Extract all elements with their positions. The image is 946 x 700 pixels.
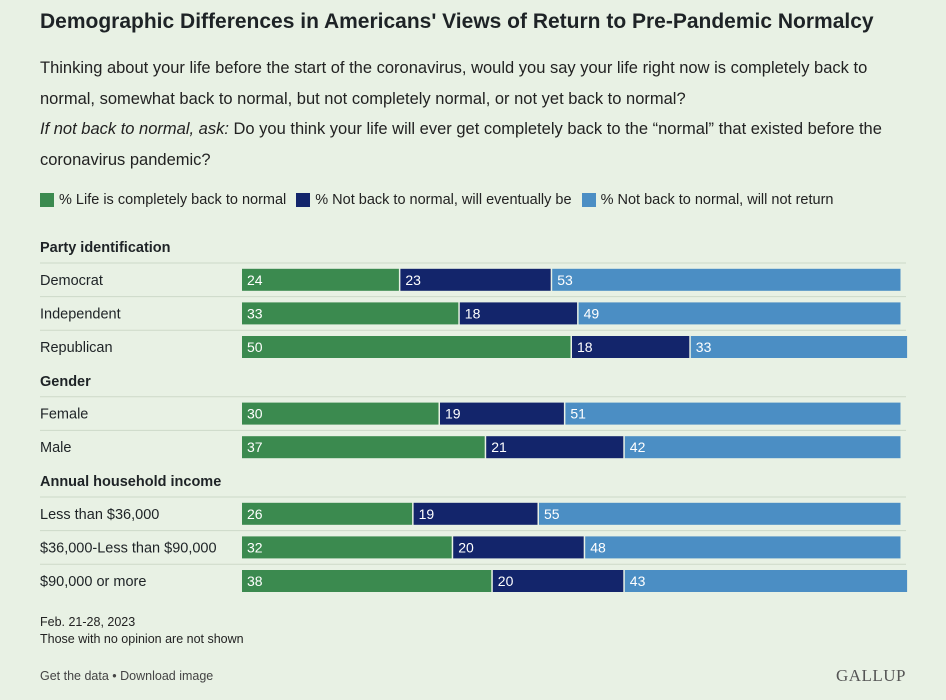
bar-segment bbox=[242, 436, 485, 459]
bar-value-label: 42 bbox=[630, 439, 646, 455]
bar-value-label: 37 bbox=[247, 439, 263, 455]
bar-value-label: 38 bbox=[247, 573, 263, 589]
question-text: Thinking about your life before the star… bbox=[40, 59, 868, 108]
row-label: $90,000 or more bbox=[40, 574, 146, 590]
bar-segment bbox=[453, 536, 584, 559]
legend-swatch-complete bbox=[40, 193, 54, 207]
bar-value-label: 19 bbox=[419, 506, 435, 522]
row-label: Independent bbox=[40, 306, 121, 322]
survey-date: Feb. 21-28, 2023 bbox=[40, 615, 136, 629]
bar-segment bbox=[242, 402, 439, 425]
followup-text: Do you think your life will ever get com… bbox=[40, 120, 882, 169]
row-label: $36,000-Less than $90,000 bbox=[40, 540, 217, 556]
bar-segment bbox=[565, 402, 901, 425]
footer-links: Get the data • Download image bbox=[40, 669, 213, 683]
bar-segment bbox=[486, 436, 624, 459]
stacked-bar-chart: Party identification Democrat 24 23 53 Indepe… bbox=[40, 240, 908, 592]
bar-segment bbox=[440, 402, 564, 425]
bar-segment bbox=[400, 268, 551, 291]
bar-segment bbox=[459, 302, 578, 325]
row-label: Less than $36,000 bbox=[40, 507, 159, 523]
bar-value-label: 48 bbox=[590, 539, 606, 555]
bar-value-label: 20 bbox=[498, 573, 514, 589]
bar-segment bbox=[242, 336, 571, 358]
bar-segment bbox=[242, 536, 452, 559]
bar-segment bbox=[242, 570, 492, 592]
bar-segment bbox=[242, 268, 399, 291]
bar-value-label: 21 bbox=[491, 439, 507, 455]
bar-value-label: 26 bbox=[247, 506, 263, 522]
legend-swatch-not-return bbox=[581, 193, 596, 207]
bar-value-label: 18 bbox=[465, 305, 481, 321]
bar-value-label: 49 bbox=[584, 305, 600, 321]
row-label: Male bbox=[40, 440, 71, 456]
bar-value-label: 30 bbox=[247, 406, 263, 422]
bar-value-label: 23 bbox=[405, 272, 421, 288]
bar-value-label: 43 bbox=[630, 573, 646, 589]
bar-value-label: 32 bbox=[247, 539, 263, 555]
bar-value-label: 50 bbox=[247, 339, 263, 355]
bar-segment bbox=[552, 268, 901, 291]
get-data-link[interactable]: Get the data bbox=[40, 669, 109, 683]
legend-item-eventually: % Not back to normal, will eventually be bbox=[296, 192, 572, 208]
gallup-logo: GALLUP bbox=[835, 666, 906, 685]
bar-value-label: 33 bbox=[696, 339, 712, 355]
no-opinion-note: Those with no opinion are not shown bbox=[40, 632, 244, 646]
bar-segment bbox=[492, 570, 624, 592]
row-label: Female bbox=[40, 407, 88, 423]
bar-segment bbox=[413, 502, 538, 525]
bar-segment bbox=[585, 536, 901, 559]
bar-segment bbox=[624, 570, 908, 592]
followup-lead: If not back to normal, ask: bbox=[40, 120, 229, 138]
row-label: Republican bbox=[40, 340, 113, 356]
legend: % Life is completely back to normal % No… bbox=[40, 192, 843, 208]
link-separator: • bbox=[108, 669, 121, 683]
bar-value-label: 19 bbox=[445, 406, 461, 422]
footnote: Feb. 21-28, 2023 Those with no opinion a… bbox=[40, 614, 244, 648]
group-header: Gender bbox=[40, 374, 91, 390]
bar-segment bbox=[624, 436, 901, 459]
bar-segment bbox=[572, 336, 690, 358]
bar-value-label: 55 bbox=[544, 506, 560, 522]
bar-value-label: 24 bbox=[247, 272, 263, 288]
bar-segment bbox=[539, 502, 901, 525]
legend-swatch-eventually bbox=[296, 193, 311, 207]
chart-title: Demographic Differences in Americans' Vi… bbox=[40, 10, 874, 33]
bar-value-label: 20 bbox=[458, 539, 474, 555]
bar-segment bbox=[578, 302, 901, 325]
bar-segment bbox=[242, 502, 413, 525]
bar-value-label: 53 bbox=[557, 272, 573, 288]
bar-segment bbox=[690, 336, 908, 358]
legend-label-not-return: % Not back to normal, will not return bbox=[600, 192, 834, 208]
legend-item-complete: % Life is completely back to normal bbox=[40, 192, 286, 208]
bar-value-label: 33 bbox=[247, 305, 263, 321]
bar-value-label: 51 bbox=[570, 406, 586, 422]
download-image-link[interactable]: Download image bbox=[120, 669, 214, 683]
legend-label-complete: % Life is completely back to normal bbox=[59, 192, 287, 208]
legend-item-not-return: % Not back to normal, will not return bbox=[581, 192, 834, 208]
bar-value-label: 18 bbox=[577, 339, 593, 355]
bar-segment bbox=[242, 302, 459, 325]
survey-question: Thinking about your life before the star… bbox=[40, 53, 910, 175]
group-header: Party identification bbox=[40, 240, 171, 256]
row-label: Democrat bbox=[40, 273, 103, 289]
legend-label-eventually: % Not back to normal, will eventually be bbox=[315, 192, 572, 208]
group-header: Annual household income bbox=[40, 474, 221, 490]
